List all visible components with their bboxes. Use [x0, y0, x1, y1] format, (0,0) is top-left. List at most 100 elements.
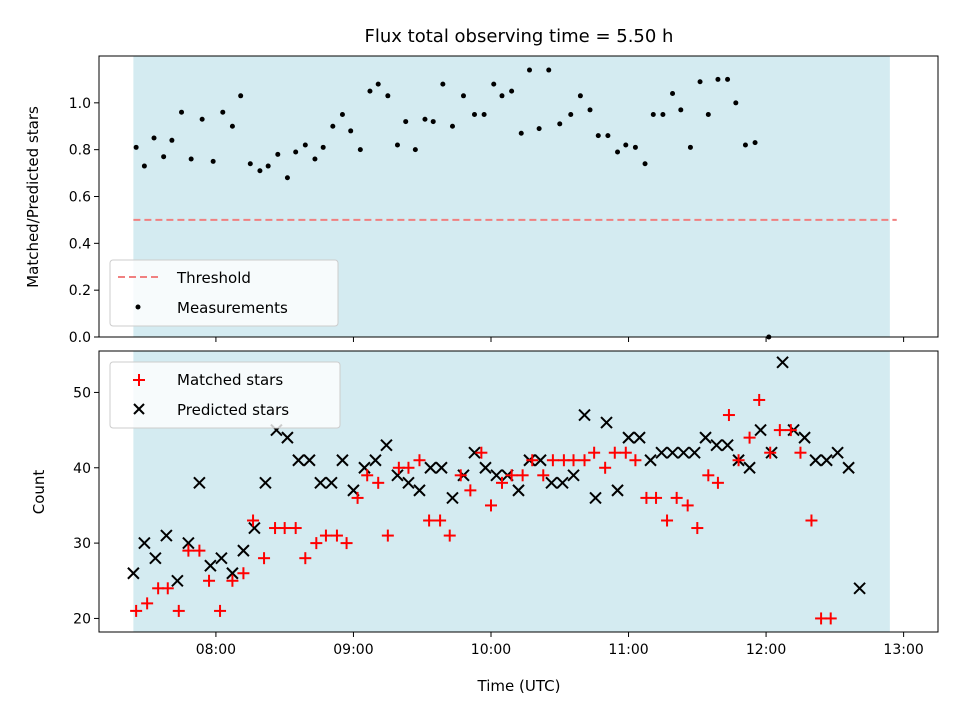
predicted-star-stroke	[424, 461, 437, 474]
measurement-point	[733, 100, 739, 106]
matched-star-point	[702, 469, 715, 482]
predicted-star-point	[798, 431, 811, 444]
matched-star-point	[475, 446, 488, 459]
matched-star-point	[484, 499, 497, 512]
predicted-star-point	[589, 491, 602, 505]
matched-star-point	[161, 582, 174, 595]
predicted-star-point	[303, 454, 316, 467]
matched-star-point	[172, 604, 185, 617]
ratio-y-tick-label: 0.8	[69, 143, 91, 159]
measurement-point	[348, 128, 354, 134]
predicted-star-stroke	[677, 446, 690, 459]
ratio-legend-box	[109, 259, 339, 327]
predicted-star-stroke	[644, 454, 657, 467]
predicted-star-stroke	[193, 476, 206, 490]
predicted-star-stroke	[160, 529, 173, 542]
matched-star-point	[454, 469, 467, 482]
predicted-star-point	[237, 544, 250, 557]
time-x-tick-label: 10:00	[471, 642, 511, 658]
predicted-star-point	[710, 438, 723, 452]
matched-star-point	[516, 469, 529, 482]
predicted-star-stroke	[589, 491, 602, 505]
matched-star-point	[495, 476, 508, 489]
measurement-point	[742, 142, 748, 148]
predicted-star-point	[424, 461, 437, 474]
predicted-star-stroke	[820, 454, 833, 467]
ratio-y-tick-label: 0.2	[69, 283, 91, 299]
measurement-point	[385, 93, 391, 99]
predicted-star-point	[754, 423, 767, 437]
predicted-star-point	[325, 476, 338, 490]
ratio-x-ticks	[215, 337, 905, 342]
matched-star-point	[214, 604, 227, 617]
predicted-star-stroke	[303, 454, 316, 467]
predicted-star-stroke	[292, 454, 305, 467]
ratio-y-tick-label: 1.0	[69, 96, 91, 112]
predicted-star-point	[666, 446, 679, 459]
predicted-star-point	[699, 431, 712, 444]
predicted-star-stroke	[402, 476, 415, 490]
predicted-star-point	[809, 454, 822, 467]
measurement-point	[188, 156, 194, 162]
measurement-point	[339, 112, 345, 118]
predicted-star-point	[611, 484, 624, 497]
count-y-tick-label: 50	[73, 385, 91, 401]
measurement-point	[422, 116, 428, 122]
measurement-point	[687, 144, 693, 150]
legend-threshold-label: Threshold	[176, 269, 251, 287]
predicted-star-stroke	[248, 521, 261, 535]
measurement-point	[568, 112, 574, 118]
ratio-panel: 0.0 0.2 0.4 0.6 0.8 1.0 Flux total observing …	[24, 26, 939, 346]
measurement-point	[471, 112, 477, 118]
measurement-point	[725, 76, 731, 82]
predicted-star-point	[622, 431, 635, 444]
matched-star-point	[629, 454, 642, 467]
measurement-point	[169, 137, 175, 143]
predicted-star-point	[512, 484, 525, 497]
measurement-point	[715, 76, 721, 82]
predicted-star-stroke	[468, 446, 481, 459]
predicted-star-stroke	[512, 484, 525, 497]
measurement-point	[312, 156, 318, 162]
matched-star-point	[289, 522, 302, 535]
matched-star-point	[278, 522, 291, 535]
time-x-axis-label: Time (UTC)	[477, 677, 561, 695]
measurement-point	[546, 67, 552, 73]
matched-star-point	[203, 574, 216, 587]
measurement-point	[375, 81, 381, 87]
measurement-point	[257, 168, 263, 174]
predicted-star-point	[446, 491, 459, 505]
predicted-star-point	[677, 446, 690, 459]
matched-star-point	[141, 597, 154, 610]
measurement-point	[678, 107, 684, 113]
measurement-point	[247, 161, 253, 167]
time-x-axis: 08:00 09:00 10:00 11:00 12:00 13:00	[196, 632, 924, 658]
matched-star-point	[681, 499, 694, 512]
predicted-star-stroke	[809, 454, 822, 467]
predicted-star-stroke	[622, 431, 635, 444]
count-y-tick-label: 40	[73, 461, 91, 477]
matched-star-point	[526, 454, 539, 467]
predicted-star-point	[171, 574, 184, 587]
matched-star-point	[319, 529, 332, 542]
measurement-point	[577, 93, 583, 99]
predicted-star-point	[578, 408, 591, 422]
predicted-star-stroke	[215, 551, 228, 565]
measurement-point	[357, 147, 363, 153]
legend-predicted-swatch	[133, 403, 145, 415]
predicted-star-point	[314, 476, 327, 490]
matched-star-point	[711, 476, 724, 489]
matched-star-point	[443, 529, 456, 542]
predicted-star-point	[567, 469, 580, 482]
measurement-point	[650, 112, 656, 118]
measurement-point	[412, 147, 418, 153]
matched-star-point	[258, 552, 271, 565]
measurement-point	[557, 121, 563, 127]
time-x-tick-label: 11:00	[608, 642, 648, 658]
predicted-star-point	[182, 536, 195, 550]
time-x-tick-label: 13:00	[883, 642, 923, 658]
predicted-star-stroke	[545, 476, 558, 490]
matched-star-point	[226, 574, 239, 587]
matched-star-point	[578, 454, 591, 467]
